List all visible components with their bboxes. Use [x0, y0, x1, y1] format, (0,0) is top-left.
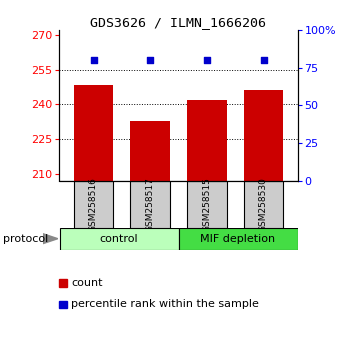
- FancyBboxPatch shape: [244, 181, 283, 228]
- Text: percentile rank within the sample: percentile rank within the sample: [71, 299, 259, 309]
- FancyBboxPatch shape: [74, 181, 113, 228]
- Point: [91, 57, 96, 63]
- Polygon shape: [42, 234, 58, 244]
- Point: [261, 57, 266, 63]
- Point: [204, 57, 209, 63]
- Bar: [74, 85, 113, 181]
- Text: GSM258516: GSM258516: [89, 177, 98, 232]
- Point: [148, 57, 153, 63]
- FancyBboxPatch shape: [59, 228, 178, 250]
- Title: GDS3626 / ILMN_1666206: GDS3626 / ILMN_1666206: [90, 16, 267, 29]
- FancyBboxPatch shape: [187, 181, 227, 228]
- Text: count: count: [71, 278, 103, 288]
- Text: GSM258515: GSM258515: [202, 177, 211, 232]
- Text: GSM258517: GSM258517: [146, 177, 155, 232]
- Bar: [244, 90, 283, 181]
- FancyBboxPatch shape: [130, 181, 170, 228]
- Text: GSM258530: GSM258530: [259, 177, 268, 232]
- FancyBboxPatch shape: [178, 228, 298, 250]
- Text: control: control: [100, 234, 138, 244]
- Text: protocol: protocol: [3, 234, 49, 244]
- Bar: [187, 100, 227, 181]
- Bar: [130, 121, 170, 181]
- Text: MIF depletion: MIF depletion: [201, 234, 275, 244]
